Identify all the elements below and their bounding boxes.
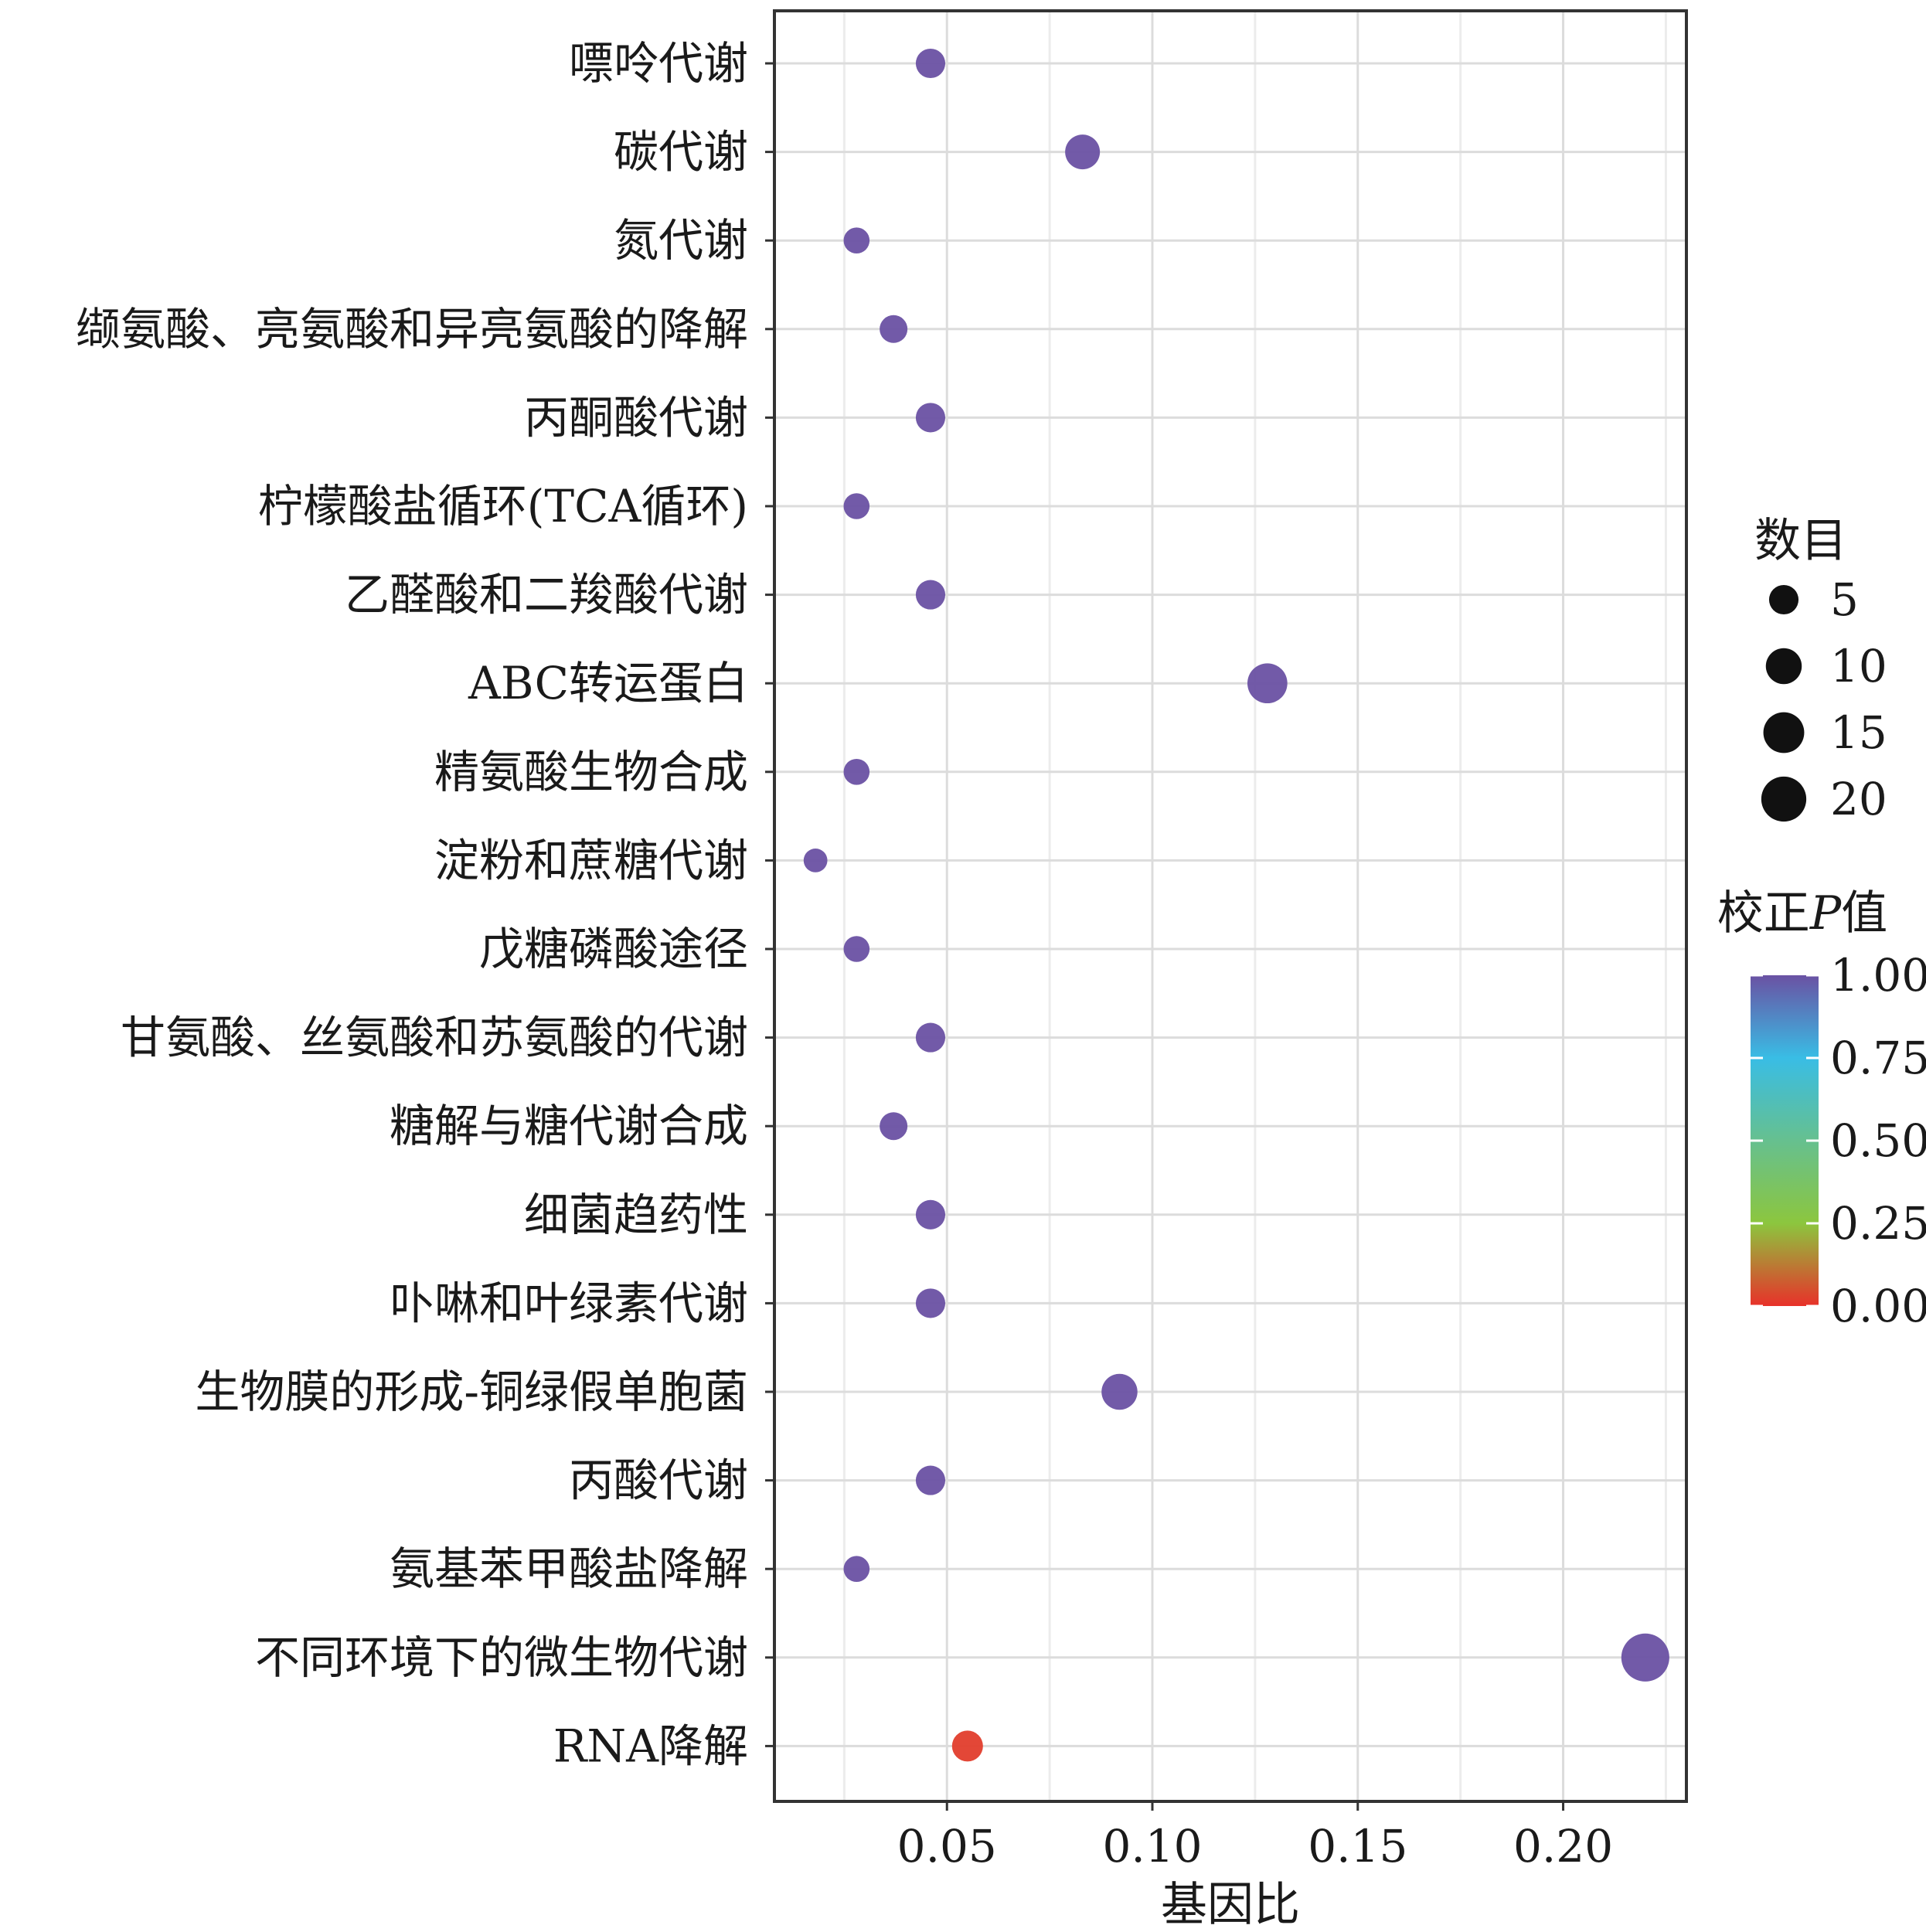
- color-legend-title-suffix: 值: [1841, 886, 1887, 940]
- y-axis-category-labels: 嘌呤代谢碳代谢氮代谢缬氨酸、亮氨酸和异亮氨酸的降解丙酮酸代谢柠檬酸盐循环(TCA…: [76, 37, 748, 1772]
- y-tick-label: ABC转运蛋白: [468, 657, 748, 709]
- data-point: [803, 849, 828, 872]
- data-point: [915, 1465, 946, 1495]
- data-point: [1101, 1373, 1138, 1410]
- data-point: [843, 227, 870, 253]
- y-tick-label: 嘌呤代谢: [569, 37, 748, 90]
- y-tick-label: 生物膜的形成-铜绿假单胞菌: [195, 1366, 748, 1418]
- data-point: [880, 315, 908, 343]
- colorbar-label: 1.00: [1830, 949, 1926, 1002]
- y-tick-label: 丙酮酸代谢: [524, 391, 748, 444]
- x-axis-ticks: 0.05 0.10 0.15 0.20: [897, 1801, 1613, 1872]
- data-point: [915, 403, 946, 433]
- size-legend-label: 15: [1830, 706, 1887, 759]
- size-legend-circle: [1763, 712, 1805, 753]
- data-point: [1621, 1633, 1669, 1682]
- colorbar-label: 0.50: [1830, 1114, 1926, 1167]
- x-tick-label: 0.10: [1102, 1820, 1202, 1872]
- y-tick-label: 柠檬酸盐循环(TCA循环): [258, 480, 748, 532]
- data-point: [915, 580, 946, 610]
- x-tick-label: 0.15: [1308, 1820, 1407, 1872]
- grid-lines: [774, 11, 1686, 1801]
- data-point: [843, 936, 870, 962]
- size-legend-circle: [1768, 584, 1799, 615]
- y-tick-label: 卟啉和叶绿素代谢: [390, 1277, 748, 1329]
- x-tick-label: 0.20: [1513, 1820, 1613, 1872]
- size-legend-circle: [1761, 776, 1807, 822]
- data-point: [915, 48, 946, 79]
- y-tick-label: 乙醛酸和二羧酸代谢: [345, 569, 748, 621]
- data-point: [880, 1112, 908, 1141]
- y-tick-label: 丙酸代谢: [569, 1454, 748, 1507]
- color-legend: 校正P值 1.00 0.75 0.50 0.25 0.00: [1717, 886, 1926, 1332]
- data-point: [843, 493, 870, 519]
- y-tick-label: 不同环境下的微生物代谢: [255, 1631, 748, 1684]
- y-tick-label: 甘氨酸、丝氨酸和苏氨酸的代谢: [121, 1012, 748, 1064]
- x-tick-label: 0.05: [897, 1820, 997, 1872]
- data-point: [843, 1556, 870, 1582]
- size-legend-label: 5: [1830, 573, 1859, 626]
- y-tick-label: 氮代谢: [614, 214, 748, 267]
- size-legend-circle: [1765, 648, 1802, 685]
- data-point: [843, 759, 870, 785]
- plot-frame: [773, 9, 1688, 1803]
- size-legend-label: 20: [1830, 773, 1887, 825]
- data-points: [803, 48, 1669, 1762]
- x-axis-title: 基因比: [1161, 1878, 1300, 1932]
- colorbar-label: 0.75: [1830, 1032, 1926, 1084]
- color-legend-title: 校正P值: [1717, 886, 1887, 940]
- size-legend-title: 数目: [1754, 514, 1847, 568]
- data-point: [915, 1288, 946, 1318]
- y-tick-label: 淀粉和蔗糖代谢: [434, 834, 748, 886]
- size-legend: 数目 5 10 15 20: [1754, 514, 1887, 825]
- data-point: [1247, 663, 1288, 704]
- y-tick-label: 戊糖磷酸途径: [479, 923, 748, 975]
- y-tick-label: 糖解与糖代谢合成: [390, 1100, 748, 1152]
- y-tick-label: 缬氨酸、亮氨酸和异亮氨酸的降解: [76, 303, 748, 355]
- data-point: [951, 1730, 983, 1762]
- colorbar-label: 0.25: [1830, 1197, 1926, 1250]
- data-point: [915, 1022, 946, 1053]
- data-point: [1065, 134, 1101, 170]
- y-tick-label: RNA降解: [553, 1719, 748, 1772]
- y-tick-label: 碳代谢: [614, 126, 748, 179]
- y-tick-label: 氨基苯甲酸盐降解: [390, 1543, 748, 1595]
- color-legend-title-italic: P: [1809, 886, 1843, 940]
- y-tick-label: 细菌趋药性: [524, 1189, 748, 1241]
- color-legend-title-prefix: 校正: [1717, 886, 1810, 940]
- data-point: [915, 1199, 946, 1230]
- y-tick-label: 精氨酸生物合成: [434, 746, 748, 798]
- size-legend-label: 10: [1830, 640, 1887, 692]
- colorbar-label: 0.00: [1830, 1280, 1926, 1332]
